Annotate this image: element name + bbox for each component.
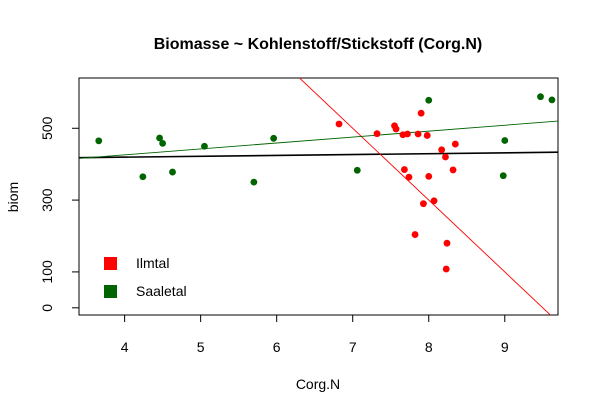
- data-point-ilmtal: [442, 153, 449, 161]
- regression-line-saaletal: [79, 120, 558, 159]
- legend-label-ilmtal: Ilmtal: [136, 255, 169, 271]
- overall-mean-line: [79, 151, 558, 159]
- data-point-ilmtal: [392, 125, 400, 133]
- x-tick-label: 6: [273, 339, 281, 355]
- data-point-ilmtal: [449, 166, 457, 174]
- data-point-saaletal: [139, 173, 147, 181]
- data-point-ilmtal: [420, 200, 427, 208]
- data-point-ilmtal: [401, 166, 408, 173]
- legend-label-saaletal: Saaletal: [136, 283, 187, 299]
- data-point-ilmtal: [405, 173, 413, 181]
- x-tick-label: 7: [349, 339, 357, 355]
- legend-swatch-ilmtal: [104, 257, 117, 270]
- data-point-saaletal: [499, 172, 507, 180]
- data-point-ilmtal: [373, 130, 381, 138]
- data-point-ilmtal: [411, 231, 419, 238]
- data-point-ilmtal: [423, 132, 431, 139]
- data-point-saaletal: [537, 93, 544, 101]
- x-tick-label: 8: [425, 339, 433, 355]
- data-point-ilmtal: [425, 172, 433, 180]
- data-point-saaletal: [159, 139, 167, 147]
- data-point-saaletal: [353, 166, 361, 174]
- y-tick-label: 300: [39, 188, 55, 212]
- data-point-saaletal: [501, 137, 509, 144]
- regression-line-ilmtal: [298, 78, 552, 315]
- data-point-saaletal: [250, 178, 258, 186]
- data-point-ilmtal: [404, 130, 411, 138]
- y-tick-label: 100: [39, 260, 55, 284]
- plot-area: 4 5 6 7 8 9 0 100 300 500 Ilmtal Saaletal: [39, 77, 559, 355]
- x-tick-label: 5: [197, 339, 205, 355]
- plot-frame: [78, 77, 559, 316]
- data-point-saaletal: [270, 134, 278, 142]
- data-point-ilmtal: [443, 239, 451, 247]
- data-point-saaletal: [548, 96, 556, 104]
- x-axis-label: Corg.N: [296, 376, 340, 392]
- data-point-saaletal: [169, 168, 176, 176]
- legend-swatch-saaletal: [104, 285, 117, 298]
- y-axis-label: biom: [5, 182, 21, 212]
- y-tick-label: 0: [39, 304, 55, 312]
- data-point-ilmtal: [430, 197, 438, 205]
- chart-title: Biomasse ~ Kohlenstoff/Stickstoff (Corg.…: [154, 36, 482, 53]
- data-point-saaletal: [156, 134, 163, 142]
- data-point-saaletal: [95, 137, 103, 145]
- data-point-ilmtal: [451, 140, 459, 148]
- data-point-ilmtal: [335, 120, 343, 128]
- data-point-ilmtal: [417, 109, 425, 117]
- data-point-ilmtal: [414, 130, 422, 138]
- data-point-saaletal: [201, 142, 208, 150]
- data-point-ilmtal: [442, 265, 450, 273]
- data-point-ilmtal: [438, 146, 446, 154]
- y-tick-label: 500: [39, 116, 55, 140]
- data-point-saaletal: [425, 96, 433, 104]
- x-tick-label: 9: [501, 339, 509, 355]
- x-tick-label: 4: [121, 339, 129, 355]
